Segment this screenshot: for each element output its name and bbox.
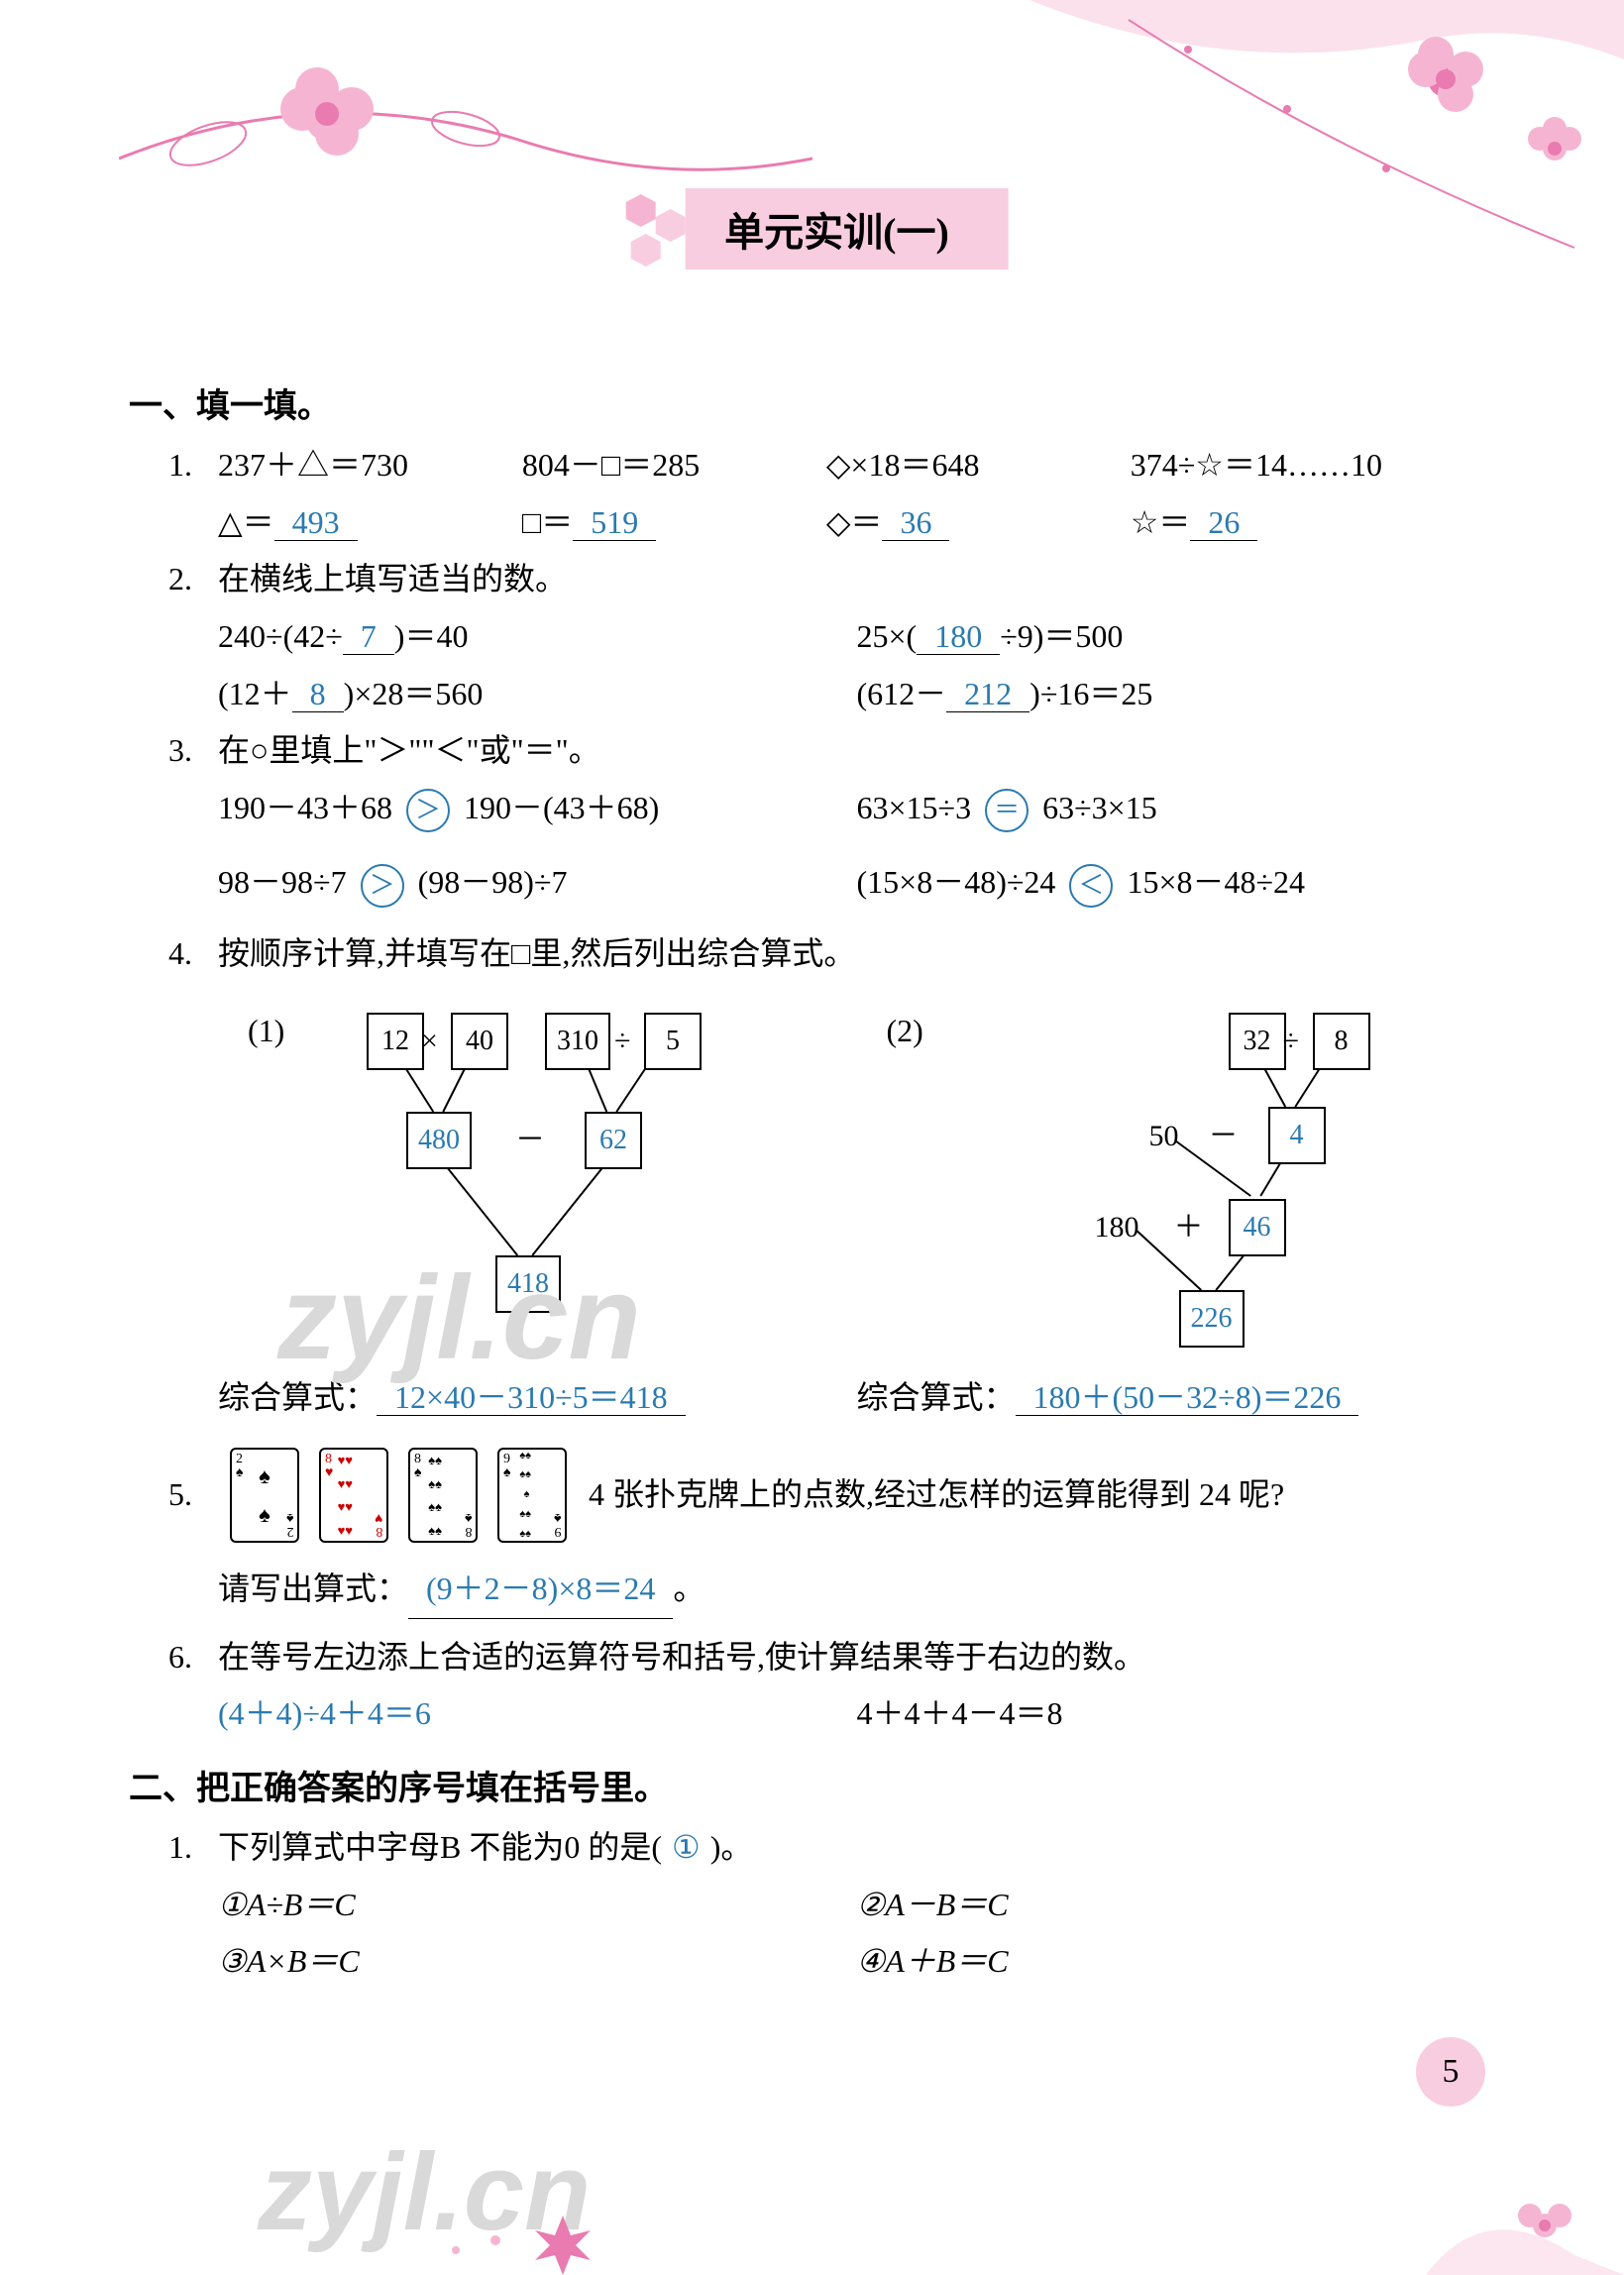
q3-prompt-row: 3. 在○里填上"＞""＜"或"＝"。	[129, 722, 1495, 780]
q6-prompt: 在等号左边添上合适的运算符号和括号,使计算结果等于右边的数。	[218, 1629, 1145, 1686]
s2-q1-prompt: 1. 下列算式中字母B 不能为0 的是( ① )。	[129, 1819, 1495, 1877]
playing-cards: 2♠♠♠2♠ 8♥ ♥♥♥♥♥♥♥♥ 8♥ 8♠ ♠♠♠♠♠♠♠♠ 8♠ 9♠ …	[230, 1448, 567, 1543]
floral-bottom-right	[1426, 2077, 1624, 2275]
q4-d1-expr: 综合算式：12×40－310÷5＝418	[218, 1369, 857, 1427]
q4-number: 4.	[168, 925, 218, 983]
card-8b: 8♠ ♠♠♠♠♠♠♠♠ 8♠	[408, 1448, 478, 1543]
q1-a1: △＝493	[218, 494, 522, 552]
q1-number: 1.	[168, 437, 218, 494]
q2-r2r: (612－212)÷16＝25	[857, 666, 1496, 723]
s2-q1-opts-r2: ③A×B＝C ④A＋B＝C	[129, 1933, 1495, 1991]
unit-title: 单元实训(一)	[615, 188, 1009, 270]
s2-opt4: ④A＋B＝C	[857, 1933, 1496, 1991]
q2-r2l: (12＋8)×28＝560	[218, 666, 857, 723]
q4-diagrams: (1) 12 × 40 310 ÷ 5 4	[129, 1003, 1495, 1427]
q2-prompt: 在横线上填写适当的数。	[218, 551, 567, 608]
q2-row1: 240÷(42÷7)＝40 25×(180÷9)＝500	[129, 608, 1495, 666]
page-number: 5	[1416, 2037, 1485, 2107]
q2-number: 2.	[168, 551, 218, 608]
q6-number: 6.	[168, 1629, 218, 1686]
q3-r2r: (15×8－48)÷24 ＜ 15×8－48÷24	[857, 854, 1496, 912]
q1-eq3: ◇×18＝648	[826, 437, 1131, 494]
q6-prompt-row: 6. 在等号左边添上合适的运算符号和括号,使计算结果等于右边的数。	[129, 1629, 1495, 1686]
section1-heading: 一、填一填。	[129, 377, 1495, 437]
floral-top-right	[1029, 0, 1624, 297]
s2-opt1: ①A÷B＝C	[218, 1877, 857, 1934]
q5-row: 5. 2♠♠♠2♠ 8♥ ♥♥♥♥♥♥♥♥ 8♥ 8♠ ♠♠♠♠♠♠♠♠ 8♠ …	[129, 1448, 1495, 1543]
card-8a: 8♥ ♥♥♥♥♥♥♥♥ 8♥	[319, 1448, 388, 1543]
q5-text: 4 张扑克牌上的点数,经过怎样的运算能得到 24 呢?	[589, 1466, 1284, 1524]
q1-equations: 1. 237＋△＝730 804－□＝285 ◇×18＝648 374÷☆＝14…	[129, 437, 1495, 494]
s2-q1-opts-r1: ①A÷B＝C ②A－B＝C	[129, 1877, 1495, 1934]
q3-row1: 190－43＋68 ＞ 190－(43＋68) 63×15÷3 ＝ 63÷3×1…	[129, 780, 1495, 837]
q6-answers: (4＋4)÷4＋4＝6 4＋4＋4－4＝8	[129, 1685, 1495, 1743]
s2-q1-number: 1.	[168, 1819, 218, 1877]
q3-r1r: 63×15÷3 ＝ 63÷3×15	[857, 780, 1496, 837]
q4-d2-expr: 综合算式：180＋(50－32÷8)＝226	[857, 1369, 1496, 1427]
q1-a3: ◇＝36	[826, 494, 1131, 552]
tree-lines-2	[857, 1003, 1496, 1359]
q6-left[interactable]: (4＋4)÷4＋4＝6	[218, 1685, 857, 1743]
q3-number: 3.	[168, 722, 218, 780]
q2-r1r: 25×(180÷9)＝500	[857, 608, 1496, 666]
q4-diagram1: (1) 12 × 40 310 ÷ 5 4	[218, 1003, 857, 1427]
q2-prompt-row: 2. 在横线上填写适当的数。	[129, 551, 1495, 608]
hex-icon	[615, 189, 695, 269]
card-9: 9♠ ♠♠♠♠ ♠♠♠♠♠ 9♠	[497, 1448, 567, 1543]
content-area: 一、填一填。 1. 237＋△＝730 804－□＝285 ◇×18＝648 3…	[129, 367, 1495, 1991]
s2-opt2: ②A－B＝C	[857, 1877, 1496, 1934]
section2-heading: 二、把正确答案的序号填在括号里。	[129, 1759, 1495, 1819]
q2-row2: (12＋8)×28＝560 (612－212)÷16＝25	[129, 666, 1495, 723]
card-2: 2♠♠♠2♠	[230, 1448, 299, 1543]
q4-diagram2: (2) 32 ÷ 8 50 － 4 180	[857, 1003, 1496, 1427]
title-text: 单元实训(一)	[685, 188, 1009, 270]
q1-a4: ☆＝26	[1131, 494, 1495, 552]
q1-a2: □＝519	[522, 494, 826, 552]
q3-r2l: 98－98÷7 ＞ (98－98)÷7	[218, 854, 857, 912]
q4-prompt-row: 4. 按顺序计算,并填写在□里,然后列出综合算式。	[129, 925, 1495, 983]
worksheet-page: 单元实训(一) 一、填一填。 1. 237＋△＝730 804－□＝285 ◇×…	[0, 0, 1624, 2275]
q5-answer-row: 请写出算式： (9＋2－8)×8＝24 。	[129, 1561, 1495, 1619]
q1-eq4: 374÷☆＝14……10	[1131, 437, 1495, 494]
floral-bottom-left	[178, 2156, 674, 2275]
q3-prompt: 在○里填上"＞""＜"或"＝"。	[218, 722, 600, 780]
q1-answers: △＝493 □＝519 ◇＝36 ☆＝26	[129, 494, 1495, 552]
s2-opt3: ③A×B＝C	[218, 1933, 857, 1991]
q1-eq2: 804－□＝285	[522, 437, 826, 494]
q2-r1l: 240÷(42÷7)＝40	[218, 608, 857, 666]
q3-row2: 98－98÷7 ＞ (98－98)÷7 (15×8－48)÷24 ＜ 15×8－…	[129, 854, 1495, 912]
q3-r1l: 190－43＋68 ＞ 190－(43＋68)	[218, 780, 857, 837]
q5-number: 5.	[168, 1466, 218, 1524]
q4-prompt: 按顺序计算,并填写在□里,然后列出综合算式。	[218, 925, 855, 983]
q6-right: 4＋4＋4－4＝8	[857, 1685, 1496, 1743]
q1-eq1: 237＋△＝730	[218, 437, 522, 494]
